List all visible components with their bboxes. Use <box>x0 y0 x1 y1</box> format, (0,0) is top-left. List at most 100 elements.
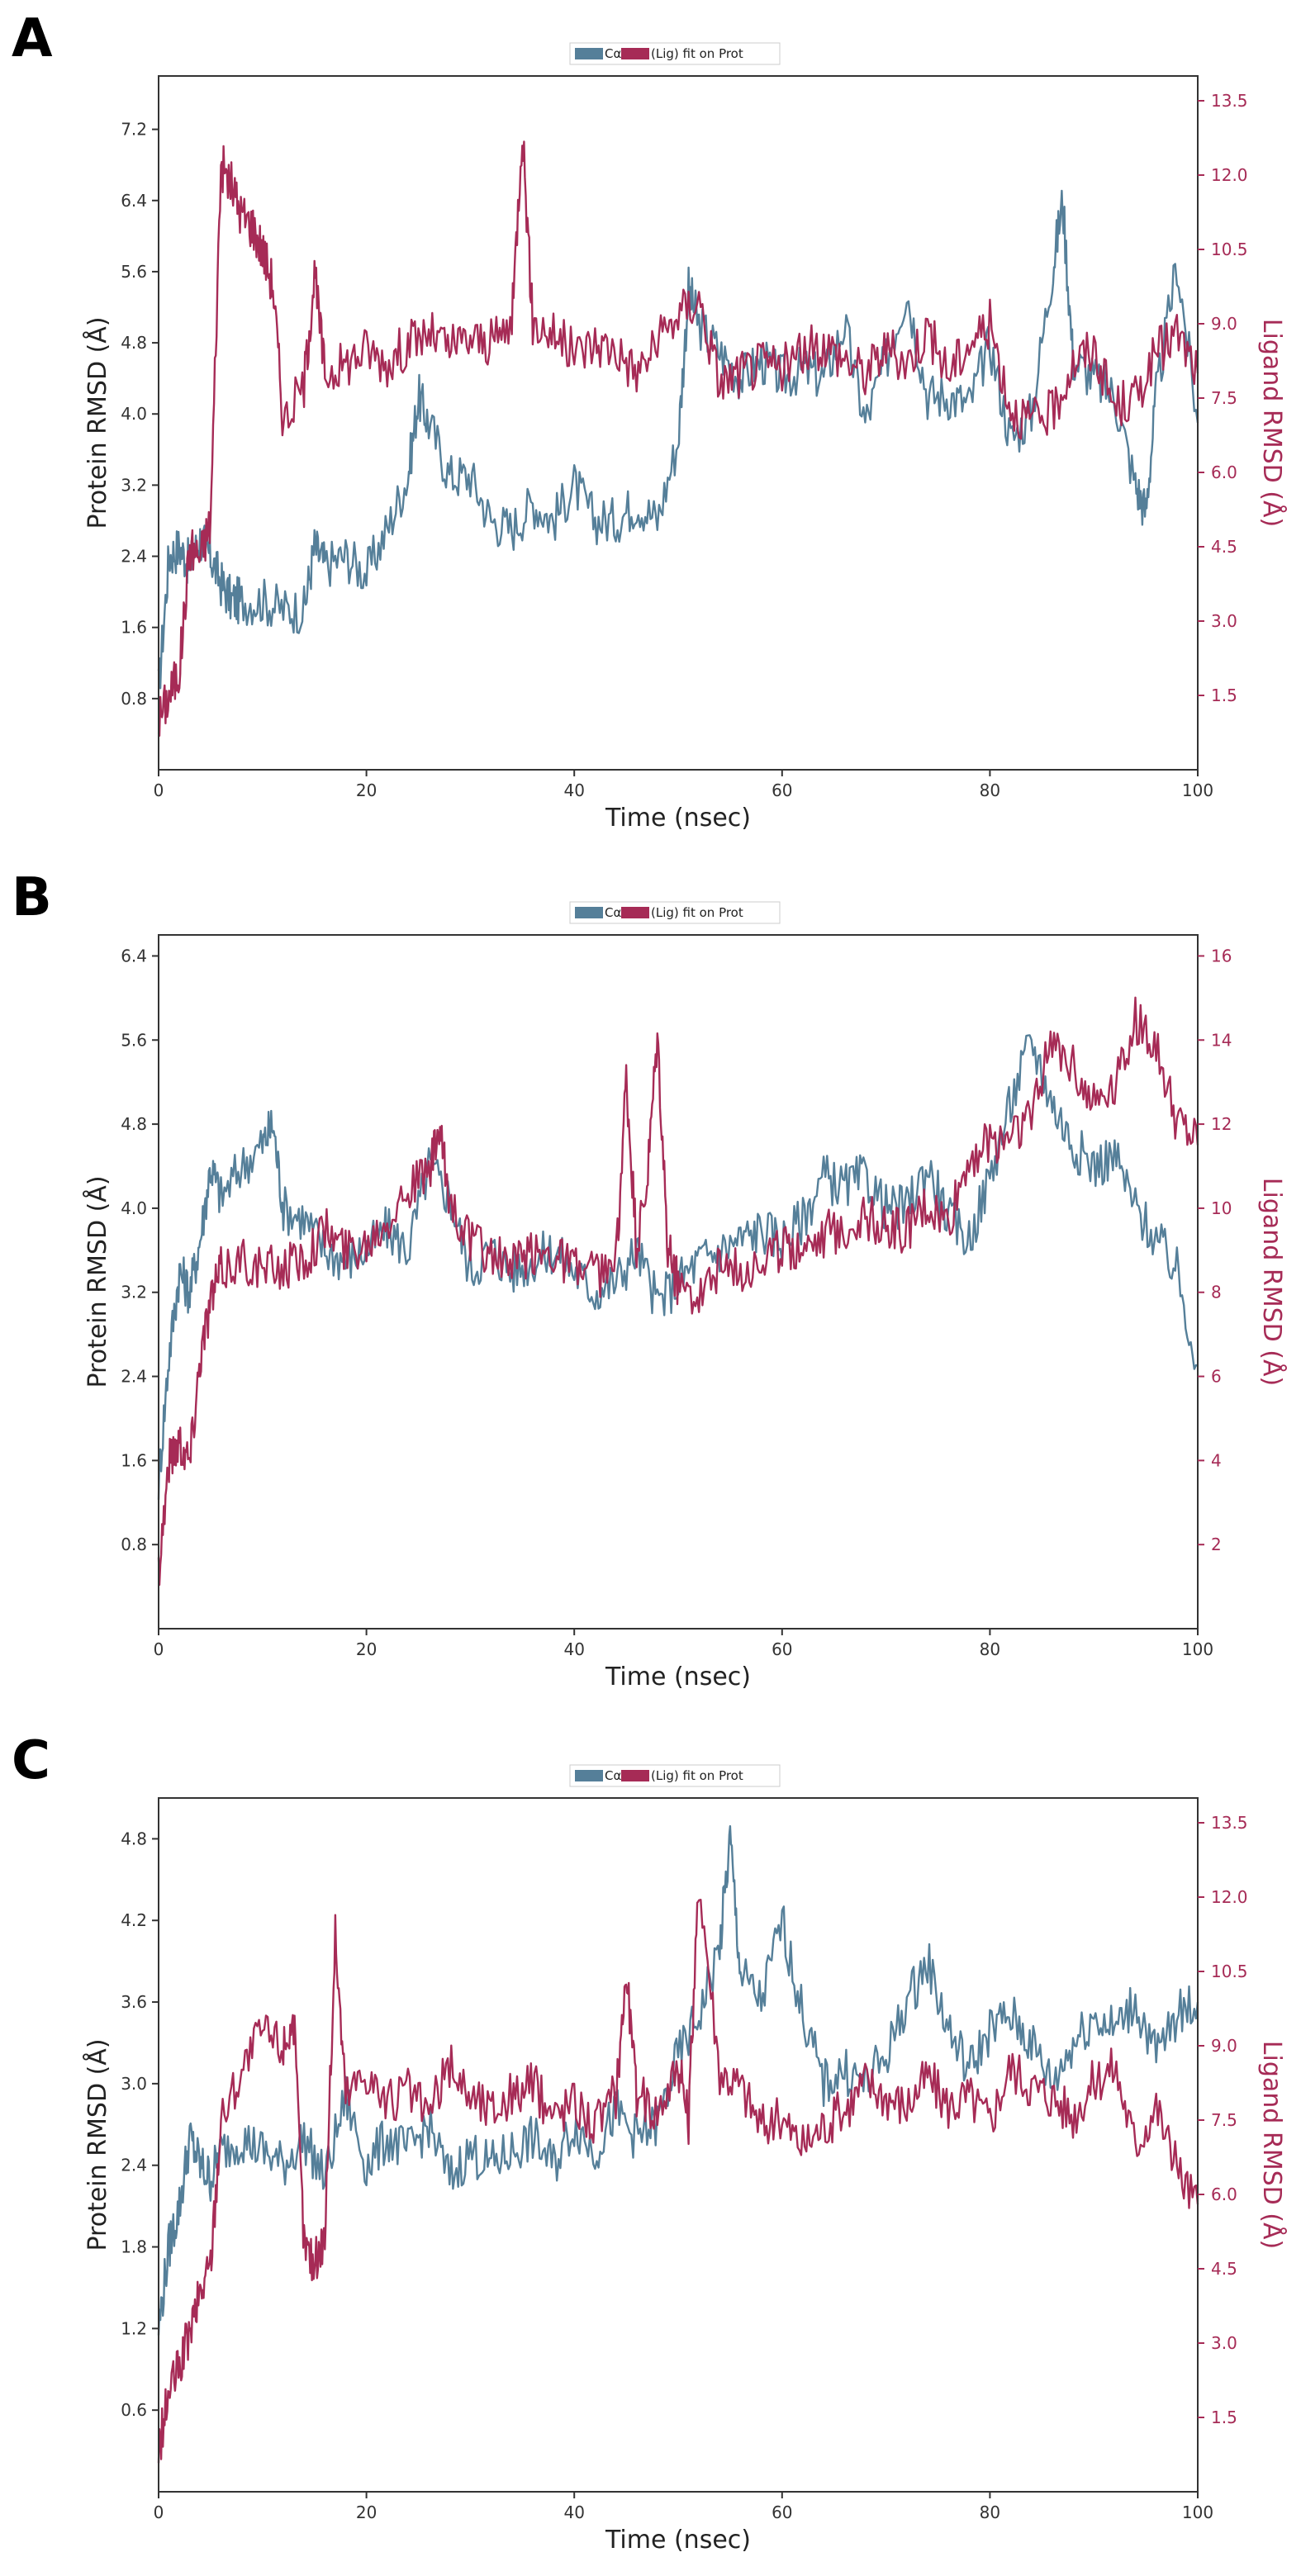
series-line-ligand <box>157 140 1199 738</box>
x-tick-label: 80 <box>980 780 1000 800</box>
legend-swatch-ligand <box>621 48 649 59</box>
legend-swatch-ligand <box>621 907 649 918</box>
panel-c: C Cα (Lig) fit on Prot 0 20 40 60 80 100 0.6 1.2 1… <box>0 1722 1301 2573</box>
y-left-tick-label: 4.0 <box>121 404 147 424</box>
y-right-tick-label: 4.5 <box>1211 537 1237 557</box>
y-right-tick-label: 16 <box>1211 946 1232 965</box>
y-right-tick-label: 8 <box>1211 1283 1222 1302</box>
series-line-protein <box>157 1824 1199 2336</box>
y-right-tick-label: 6 <box>1211 1367 1222 1387</box>
legend-label-ligand: (Lig) fit on Prot <box>651 1768 743 1783</box>
y-left-tick-label: 4.0 <box>121 1198 147 1218</box>
series-line-protein <box>157 1034 1199 1500</box>
x-tick-label: 60 <box>772 780 792 800</box>
panel-b: B Cα (Lig) fit on Prot 0 20 40 60 80 100 0.8 1.6 2… <box>0 859 1301 1710</box>
legend: Cα (Lig) fit on Prot <box>569 1764 781 1787</box>
legend-swatch-protein <box>575 48 603 59</box>
x-tick-label: 100 <box>1182 2502 1213 2522</box>
y-right-tick-label: 2 <box>1211 1535 1222 1554</box>
x-tick-label: 0 <box>154 1639 164 1659</box>
x-axis-label: Time (nsec) <box>605 804 751 833</box>
chart-b: Cα (Lig) fit on Prot 0 20 40 60 80 100 0.8 1.6 2.4… <box>83 901 1287 1691</box>
plot-frame <box>158 934 1199 1630</box>
plot-frame <box>158 1797 1199 2493</box>
y-left-tick-label: 5.6 <box>121 262 147 282</box>
y-right-tick-label: 12 <box>1211 1114 1232 1134</box>
y-left-tick-label: 6.4 <box>121 946 147 965</box>
panel-a: A Cα (Lig) fit on Prot 0 20 40 60 80 100 0.8 1.6 2… <box>0 0 1301 851</box>
y-left-tick-label: 1.6 <box>121 618 147 638</box>
legend-box <box>569 1764 781 1787</box>
x-tick-label: 40 <box>563 1639 584 1659</box>
legend-swatch-ligand <box>621 1770 649 1781</box>
series-line-ligand <box>157 996 1199 1587</box>
y-right-tick-label: 9.0 <box>1211 2036 1237 2056</box>
plot-frame <box>158 75 1199 771</box>
y-left-tick-label: 1.6 <box>121 1450 147 1470</box>
y-right-tick-label: 4.5 <box>1211 2259 1237 2279</box>
y-right-axis-label: Ligand RMSD (Å) <box>1257 319 1287 527</box>
x-tick-label: 20 <box>356 2502 377 2522</box>
legend: Cα (Lig) fit on Prot <box>569 901 781 924</box>
y-right-tick-label: 6.0 <box>1211 2185 1237 2204</box>
y-right-tick-label: 7.5 <box>1211 2110 1237 2130</box>
legend-label-protein: Cα <box>605 46 621 61</box>
legend-swatch-protein <box>575 1770 603 1781</box>
y-left-tick-label: 2.4 <box>121 547 147 567</box>
y-right-tick-label: 14 <box>1211 1030 1232 1050</box>
x-tick-label: 80 <box>980 1639 1000 1659</box>
y-right-tick-label: 10.5 <box>1211 1962 1248 1981</box>
panel-letter-b: B <box>12 867 52 928</box>
chart-c: Cα (Lig) fit on Prot 0 20 40 60 80 100 0.6 1.2 1.8… <box>83 1764 1287 2555</box>
x-tick-label: 0 <box>154 2502 164 2522</box>
y-left-tick-label: 4.8 <box>121 1829 147 1848</box>
y-left-tick-label: 0.6 <box>121 2400 147 2420</box>
legend: Cα (Lig) fit on Prot <box>569 42 781 65</box>
y-right-tick-label: 13.5 <box>1211 91 1248 111</box>
x-tick-label: 60 <box>772 1639 792 1659</box>
y-left-tick-label: 4.8 <box>121 333 147 353</box>
x-tick-label: 0 <box>154 780 164 800</box>
y-right-tick-label: 7.5 <box>1211 388 1237 408</box>
x-tick-label: 20 <box>356 780 377 800</box>
legend-box <box>569 42 781 65</box>
y-right-tick-label: 3.0 <box>1211 611 1237 631</box>
x-axis-label: Time (nsec) <box>605 2526 751 2555</box>
y-left-tick-label: 1.2 <box>121 2318 147 2338</box>
y-right-tick-label: 1.5 <box>1211 686 1237 705</box>
x-axis-label: Time (nsec) <box>605 1663 751 1691</box>
y-left-tick-label: 2.4 <box>121 1367 147 1387</box>
series-line-protein <box>157 189 1199 690</box>
legend-label-ligand: (Lig) fit on Prot <box>651 905 743 920</box>
y-left-tick-label: 1.8 <box>121 2237 147 2257</box>
y-right-tick-label: 3.0 <box>1211 2333 1237 2353</box>
y-left-axis-label: Protein RMSD (Å) <box>83 1175 112 1388</box>
x-tick-label: 40 <box>563 2502 584 2522</box>
y-right-axis-label: Ligand RMSD (Å) <box>1257 2041 1287 2249</box>
panel-letter-c: C <box>12 1730 50 1791</box>
y-left-tick-label: 2.4 <box>121 2156 147 2175</box>
y-right-tick-label: 10 <box>1211 1198 1232 1218</box>
y-right-tick-label: 6.0 <box>1211 463 1237 482</box>
x-tick-label: 100 <box>1182 1639 1213 1659</box>
y-left-axis-label: Protein RMSD (Å) <box>83 316 112 529</box>
legend-box <box>569 901 781 924</box>
y-left-tick-label: 3.6 <box>121 1992 147 2012</box>
chart-a: Cα (Lig) fit on Prot 0 20 40 60 80 100 0.8 1.6 2.4… <box>83 42 1287 833</box>
y-right-tick-label: 12.0 <box>1211 1887 1248 1907</box>
x-tick-label: 20 <box>356 1639 377 1659</box>
y-right-axis-label: Ligand RMSD (Å) <box>1257 1178 1287 1386</box>
x-tick-label: 60 <box>772 2502 792 2522</box>
y-right-tick-label: 13.5 <box>1211 1813 1248 1833</box>
x-tick-label: 80 <box>980 2502 1000 2522</box>
legend-label-ligand: (Lig) fit on Prot <box>651 46 743 61</box>
y-right-tick-label: 10.5 <box>1211 240 1248 259</box>
y-left-tick-label: 5.6 <box>121 1030 147 1050</box>
x-tick-label: 40 <box>563 780 584 800</box>
legend-label-protein: Cα <box>605 1768 621 1783</box>
legend-label-protein: Cα <box>605 905 621 920</box>
y-left-tick-label: 4.8 <box>121 1114 147 1134</box>
y-right-tick-label: 12.0 <box>1211 165 1248 185</box>
y-left-axis-label: Protein RMSD (Å) <box>83 2038 112 2251</box>
